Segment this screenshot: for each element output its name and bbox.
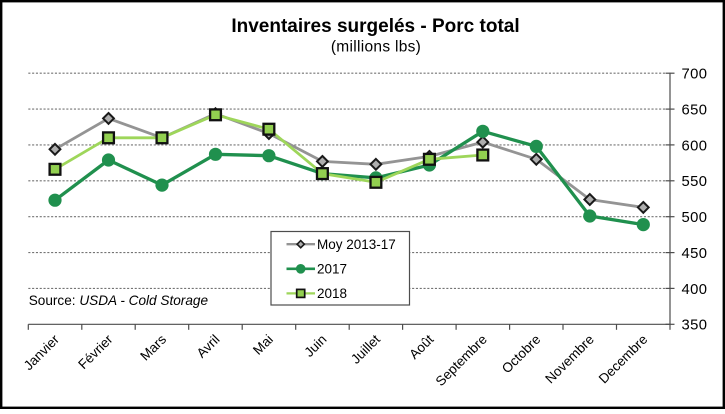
svg-text:450: 450: [682, 246, 708, 262]
svg-text:2018: 2018: [317, 286, 347, 301]
svg-text:400: 400: [682, 282, 708, 298]
svg-text:600: 600: [682, 138, 708, 154]
svg-text:Inventaires surgelés - Porc to: Inventaires surgelés - Porc total: [231, 16, 519, 37]
svg-text:Moy 2013-17: Moy 2013-17: [317, 237, 396, 252]
svg-text:350: 350: [682, 318, 708, 334]
svg-text:(millions lbs): (millions lbs): [331, 38, 421, 55]
svg-text:500: 500: [682, 210, 708, 226]
svg-text:Source: USDA - Cold Storage: Source: USDA - Cold Storage: [29, 293, 209, 308]
svg-text:550: 550: [682, 174, 708, 190]
svg-text:650: 650: [682, 103, 708, 119]
svg-text:2017: 2017: [317, 262, 347, 277]
svg-text:700: 700: [682, 67, 708, 83]
